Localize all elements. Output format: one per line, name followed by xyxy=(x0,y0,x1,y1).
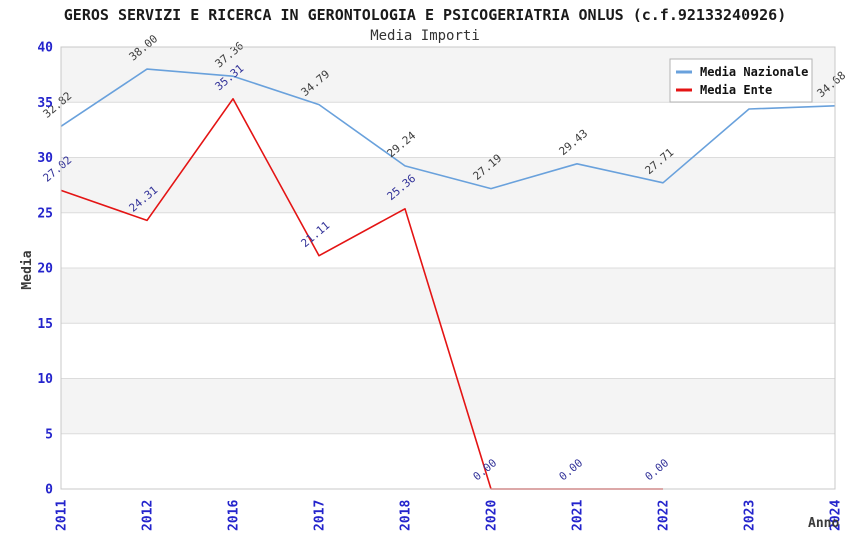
plot-band xyxy=(61,157,835,213)
y-tick-label: 10 xyxy=(37,372,53,387)
x-tick-label: 2011 xyxy=(55,500,70,531)
chart-subtitle: Media Importi xyxy=(370,28,480,44)
plot-band xyxy=(61,102,835,158)
y-tick-label: 25 xyxy=(37,206,53,221)
y-tick-label: 5 xyxy=(45,427,53,442)
y-axis-tick-labels: 0 5 10 15 20 25 30 35 40 xyxy=(37,41,53,498)
legend-label-media-nazionale: Media Nazionale xyxy=(700,65,808,79)
x-tick-label: 2024 xyxy=(829,500,844,531)
legend-box xyxy=(669,58,813,103)
y-tick-label: 15 xyxy=(37,317,53,332)
plot-background-bands xyxy=(61,47,835,489)
legend-entry-media-ente: Media Ente xyxy=(676,83,772,97)
x-tick-label: 2023 xyxy=(743,500,758,531)
legend: Media Nazionale Media Ente xyxy=(669,58,813,103)
y-tick-label: 20 xyxy=(37,262,53,277)
chart-title: GEROS SERVIZI E RICERCA IN GERONTOLOGIA … xyxy=(64,6,786,24)
plot-border xyxy=(60,46,836,490)
y-tick-label: 35 xyxy=(37,96,53,111)
y-tick-label: 30 xyxy=(37,151,53,166)
x-tick-label: 2012 xyxy=(141,500,156,531)
plot-band xyxy=(61,212,835,268)
series-line-media-nazionale xyxy=(60,68,836,190)
y-tick-label: 0 xyxy=(45,483,53,498)
plot-band xyxy=(61,378,835,434)
x-tick-label: 2022 xyxy=(657,500,672,531)
legend-entry-media-nazionale: Media Nazionale xyxy=(676,65,808,79)
plot-band xyxy=(61,433,835,489)
y-tick-label: 40 xyxy=(37,41,53,56)
plot-band xyxy=(61,268,835,324)
legend-label-media-ente: Media Ente xyxy=(700,83,772,97)
x-tick-label: 2021 xyxy=(571,500,586,531)
y-axis-label: Media xyxy=(20,250,35,289)
x-tick-label: 2020 xyxy=(485,500,500,531)
x-axis-tick-labels: 2011 2012 2016 2017 2018 2020 2021 2022 2023 2024 xyxy=(55,500,844,531)
x-tick-label: 2017 xyxy=(313,500,328,531)
x-tick-label: 2018 xyxy=(399,500,414,531)
x-tick-label: 2016 xyxy=(227,500,242,531)
x-axis-label: Anno xyxy=(808,516,839,531)
